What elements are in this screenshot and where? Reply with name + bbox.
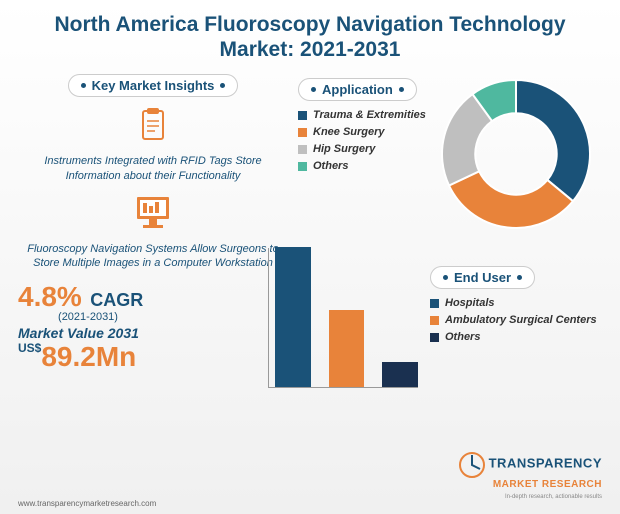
enduser-legend: End User Hospitals Ambulatory Surgical Ce… [430,240,597,348]
insight-2: Fluoroscopy Navigation Systems Allow Sur… [18,193,288,271]
donut-slice [516,80,590,201]
enduser-heading: End User [430,266,535,289]
application-section: Application Trauma & Extremities Knee Sur… [298,74,602,234]
clipboard-icon [18,105,288,150]
legend-item: Others [298,160,428,172]
legend-label: Others [313,160,348,172]
legend-item: Knee Surgery [298,126,428,138]
logo-tagline: In-depth research, actionable results [505,494,602,500]
cagr-percent: 4.8% [18,281,82,312]
legend-item: Ambulatory Surgical Centers [430,314,597,326]
insight-2-text: Fluoroscopy Navigation Systems Allow Sur… [18,242,288,271]
logo-line1: TRANSPARENCY [489,455,602,470]
legend-label: Trauma & Extremities [313,109,426,121]
left-column: Key Market Insights Instruments Integrat… [18,74,288,388]
legend-item: Hospitals [430,297,597,309]
cagr-block: 4.8% CAGR (2021-2031) Market Value 2031 … [18,281,288,373]
legend-swatch [298,162,307,171]
bar-chart [268,248,418,388]
legend-item: Others [430,331,597,343]
bar [329,310,365,387]
right-column: Application Trauma & Extremities Knee Sur… [298,74,602,388]
infographic-container: North America Fluoroscopy Navigation Tec… [0,0,620,514]
legend-swatch [430,333,439,342]
bar [382,362,418,387]
legend-label: Knee Surgery [313,126,385,138]
main-title: North America Fluoroscopy Navigation Tec… [18,12,602,62]
bar [275,247,311,387]
logo-line2: MARKET RESEARCH [493,479,602,490]
mv-prefix: US$ [18,341,41,355]
legend-swatch [298,111,307,120]
legend-item: Trauma & Extremities [298,109,428,121]
legend-label: Hospitals [445,297,495,309]
cagr-label: CAGR [90,290,143,310]
application-legend: Application Trauma & Extremities Knee Sur… [298,74,428,177]
legend-swatch [298,145,307,154]
footer-url: www.transparencymarketresearch.com [18,499,156,508]
market-value-label: Market Value 2031 [18,325,288,341]
legend-label: Others [445,331,480,343]
monitor-icon [18,193,288,238]
legend-swatch [298,128,307,137]
insight-1: Instruments Integrated with RFID Tags St… [18,105,288,183]
enduser-section: End User Hospitals Ambulatory Surgical Ce… [298,240,602,388]
legend-label: Ambulatory Surgical Centers [445,314,597,326]
columns: Key Market Insights Instruments Integrat… [18,74,602,388]
legend-swatch [430,299,439,308]
insight-1-text: Instruments Integrated with RFID Tags St… [18,154,288,183]
cagr-years: (2021-2031) [18,311,158,323]
brand-logo: TRANSPARENCY MARKET RESEARCH In-depth re… [458,451,602,500]
market-value: US$89.2Mn [18,341,288,373]
legend-swatch [430,316,439,325]
legend-item: Hip Surgery [298,143,428,155]
insights-heading: Key Market Insights [68,74,239,97]
mv-value: 89.2Mn [41,341,136,372]
application-heading: Application [298,78,417,101]
donut-chart [436,74,596,234]
legend-label: Hip Surgery [313,143,375,155]
